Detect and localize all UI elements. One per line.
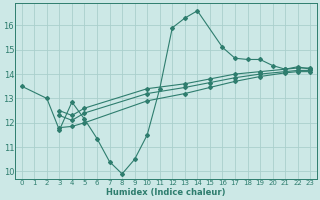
X-axis label: Humidex (Indice chaleur): Humidex (Indice chaleur): [106, 188, 226, 197]
